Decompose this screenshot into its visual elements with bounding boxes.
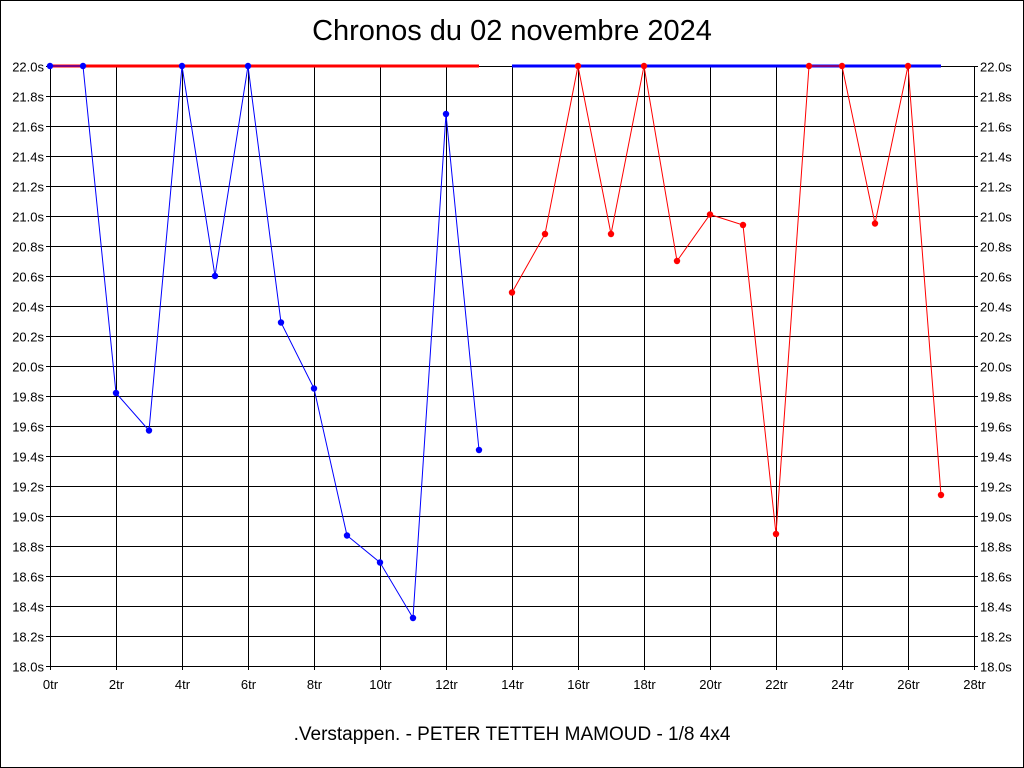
data-point: [937, 491, 945, 499]
y-tick-label-left: 18.4s: [12, 600, 44, 615]
data-point: [79, 62, 87, 70]
y-tick-label-right: 18.8s: [980, 540, 1012, 555]
y-tick-label-left: 19.0s: [12, 510, 44, 525]
series-line: [50, 65, 480, 620]
data-point: [244, 62, 252, 70]
y-tick-label-right: 19.2s: [980, 480, 1012, 495]
y-tick-label-left: 19.8s: [12, 390, 44, 405]
data-point: [178, 62, 186, 70]
series-line: [511, 65, 942, 535]
x-tick-label: 12tr: [435, 677, 458, 692]
x-tick-label: 4tr: [175, 677, 191, 692]
y-tick-label-right: 18.2s: [980, 630, 1012, 645]
y-tick-label-left: 20.8s: [12, 240, 44, 255]
x-tick-label: 16tr: [567, 677, 590, 692]
y-tick-label-right: 20.8s: [980, 240, 1012, 255]
x-tick-label: 22tr: [765, 677, 788, 692]
data-point: [442, 110, 450, 118]
y-tick-label-right: 19.4s: [980, 450, 1012, 465]
y-tick-label-left: 21.6s: [12, 120, 44, 135]
data-point: [376, 559, 384, 566]
y-tick-label-right: 20.6s: [980, 270, 1012, 285]
y-tick-label-left: 19.4s: [12, 450, 44, 465]
x-tick-label: 28tr: [963, 677, 986, 692]
data-point: [904, 62, 912, 70]
data-point: [871, 220, 879, 227]
y-tick-label-right: 21.4s: [980, 150, 1012, 165]
x-tick-label: 8tr: [307, 677, 323, 692]
y-tick-label-right: 20.4s: [980, 300, 1012, 315]
data-point: [673, 257, 681, 265]
y-tick-label-left: 21.4s: [12, 150, 44, 165]
y-tick-label-left: 20.0s: [12, 360, 44, 375]
x-tick-label: 2tr: [109, 677, 125, 692]
y-tick-label-right: 19.0s: [980, 510, 1012, 525]
y-tick-label-right: 21.0s: [980, 210, 1012, 225]
y-tick-label-left: 22.0s: [12, 60, 44, 75]
data-point: [739, 221, 747, 229]
y-tick-label-left: 21.2s: [12, 180, 44, 195]
data-point: [409, 614, 417, 622]
y-tick-label-right: 22.0s: [980, 60, 1012, 75]
data-point: [508, 289, 516, 296]
data-point: [277, 319, 285, 326]
y-tick-label-left: 20.2s: [12, 330, 44, 345]
data-point: [343, 532, 351, 539]
x-tick-label: 0tr: [43, 677, 59, 692]
data-point: [541, 230, 549, 238]
x-tick-label: 20tr: [699, 677, 722, 692]
y-tick-label-right: 21.2s: [980, 180, 1012, 195]
y-tick-label-right: 18.6s: [980, 570, 1012, 585]
y-tick-label-left: 20.6s: [12, 270, 44, 285]
x-tick-label: 24tr: [831, 677, 854, 692]
y-tick-label-right: 20.0s: [980, 360, 1012, 375]
y-tick-label-left: 18.0s: [12, 660, 44, 675]
data-point: [145, 427, 153, 434]
y-tick-label-right: 18.0s: [980, 660, 1012, 675]
data-point: [310, 385, 318, 392]
data-point: [112, 389, 120, 397]
data-point: [607, 230, 615, 238]
y-tick-label-left: 19.6s: [12, 420, 44, 435]
x-tick-label: 14tr: [501, 677, 524, 692]
y-tick-label-left: 18.6s: [12, 570, 44, 585]
chart-subtitle: .Verstappen. - PETER TETTEH MAMOUD - 1/8…: [293, 724, 731, 745]
y-tick-label-right: 19.6s: [980, 420, 1012, 435]
y-tick-label-right: 21.6s: [980, 120, 1012, 135]
y-tick-label-left: 20.4s: [12, 300, 44, 315]
y-tick-label-left: 18.8s: [12, 540, 44, 555]
y-tick-label-left: 21.0s: [12, 210, 44, 225]
data-point: [706, 211, 714, 218]
data-point: [475, 446, 483, 454]
y-tick-label-left: 19.2s: [12, 480, 44, 495]
data-point: [46, 62, 54, 70]
y-tick-label-right: 18.4s: [980, 600, 1012, 615]
x-tick-label: 18tr: [633, 677, 656, 692]
x-tick-label: 10tr: [369, 677, 392, 692]
y-tick-label-left: 21.8s: [12, 90, 44, 105]
data-point: [805, 62, 813, 70]
data-point: [772, 530, 780, 538]
y-tick-label-right: 20.2s: [980, 330, 1012, 345]
data-point: [640, 62, 648, 70]
x-tick-label: 26tr: [897, 677, 920, 692]
y-tick-label-right: 19.8s: [980, 390, 1012, 405]
x-tick-label: 6tr: [241, 677, 257, 692]
data-point: [211, 272, 219, 280]
y-tick-label-right: 21.8s: [980, 90, 1012, 105]
data-point: [574, 62, 582, 70]
data-point: [838, 62, 846, 70]
y-tick-label-left: 18.2s: [12, 630, 44, 645]
chart-title: Chronos du 02 novembre 2024: [312, 15, 712, 47]
